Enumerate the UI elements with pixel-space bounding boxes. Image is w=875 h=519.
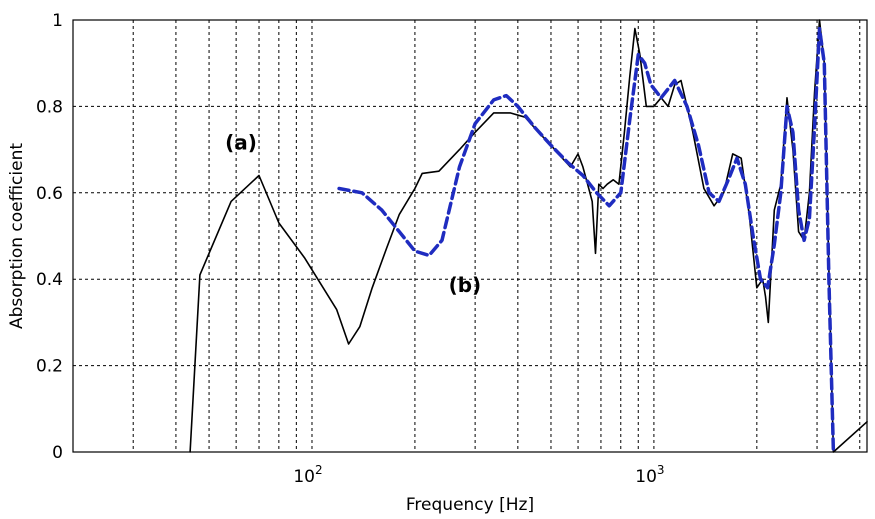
y-tick-label: 0.2 [36, 357, 63, 377]
y-tick-label: 0.8 [36, 97, 63, 117]
y-tick-label: 0.6 [36, 184, 63, 204]
series-line-b [337, 26, 836, 454]
y-tick-label: 1 [52, 11, 63, 31]
plot-frame [72, 19, 868, 453]
y-axis-label: Absorption coefficient [7, 143, 27, 329]
x-tick-label: 102 [293, 463, 322, 487]
series-layer [189, 19, 868, 454]
series-annotation: (b) [449, 273, 482, 297]
x-tick-labels: 102 103 [293, 463, 664, 487]
series-line-a [189, 19, 868, 453]
y-tick-labels: 0 0.2 0.4 0.6 0.8 1 [36, 11, 63, 463]
x-axis-label: Frequency [Hz] [406, 495, 534, 515]
x-tick-label: 103 [635, 463, 664, 487]
annotations: (a) (b) [225, 131, 481, 298]
y-tick-label: 0.4 [36, 270, 63, 290]
series-annotation: (a) [225, 131, 257, 155]
y-tick-label: 0 [52, 443, 63, 463]
grid-layer [73, 20, 867, 452]
